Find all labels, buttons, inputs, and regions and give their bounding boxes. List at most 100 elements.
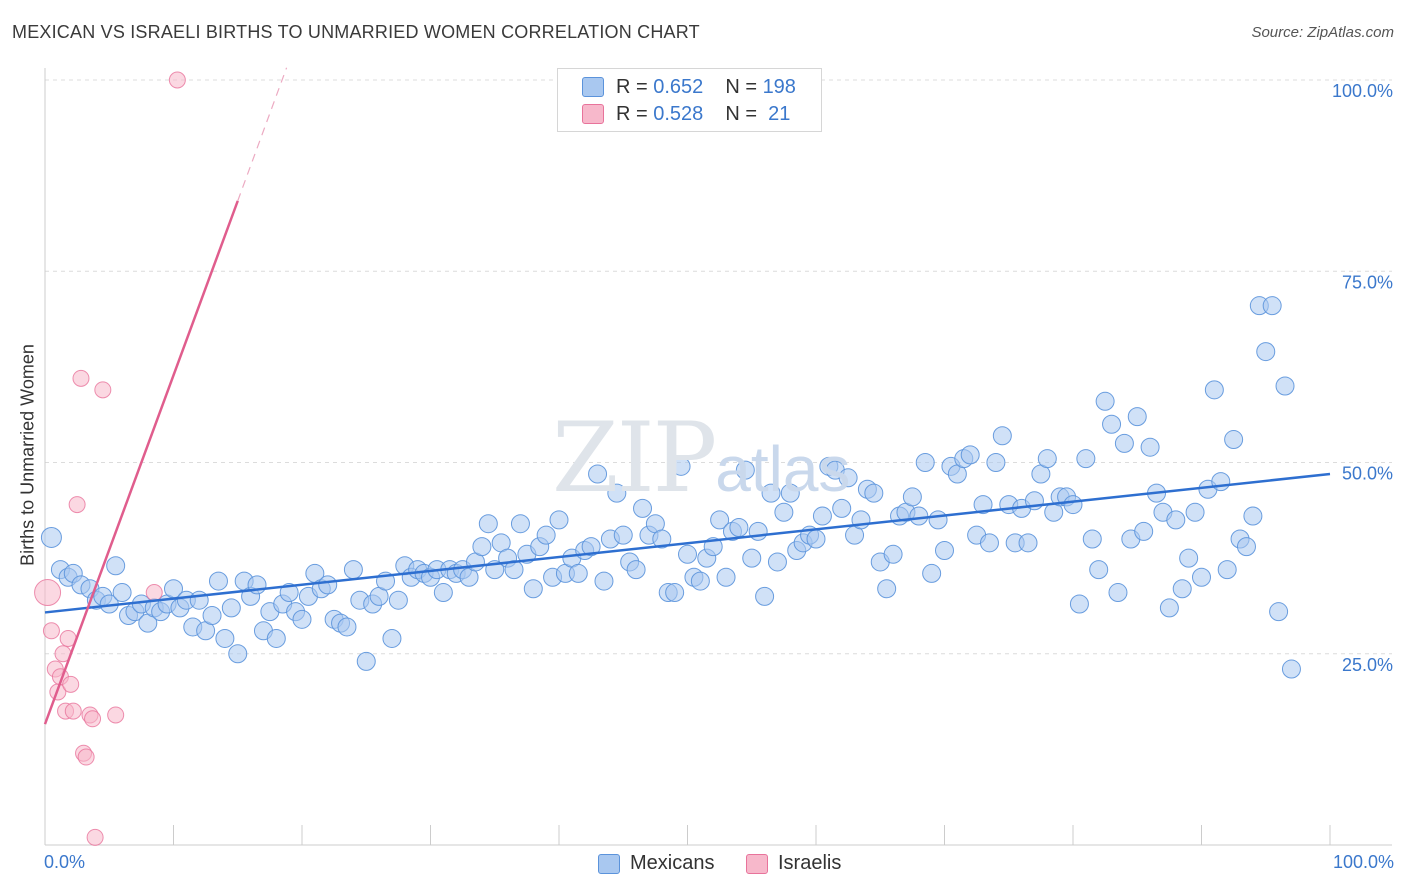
legend-row-mexicans: R = 0.652 N = 198 <box>582 75 796 99</box>
trend-lines <box>43 67 1331 725</box>
legend-item-israelis: Israelis <box>746 852 841 875</box>
y-tick-label: 75.0% <box>1342 272 1393 292</box>
mexicans-point <box>208 571 228 591</box>
israelis-point <box>107 706 125 724</box>
mexicans-point <box>729 518 749 538</box>
mexicans-point <box>1204 380 1224 400</box>
mexicans-point <box>973 495 993 515</box>
x-tick-left: 0.0% <box>44 852 86 872</box>
mexicans-point <box>1095 391 1115 411</box>
mexicans-point <box>1082 529 1102 549</box>
mexicans-point <box>292 609 312 629</box>
mexicans-point <box>1217 560 1237 580</box>
mexicans-point <box>986 453 1006 472</box>
legend-swatch-mexicans <box>582 77 604 97</box>
mexicans-point <box>928 510 948 530</box>
israelis-point <box>62 675 80 693</box>
mexicans-point <box>1102 414 1122 434</box>
mexicans-point <box>716 567 736 587</box>
mexicans-point <box>877 579 897 599</box>
israelis-point <box>84 710 102 728</box>
mexicans-point <box>1089 560 1109 580</box>
mexicans-point <box>594 571 614 591</box>
y-tick-label: 25.0% <box>1342 655 1393 675</box>
mexicans-point <box>838 468 858 488</box>
mexicans-point <box>1211 472 1231 492</box>
israelis-point <box>145 584 163 602</box>
mexicans-point <box>1224 430 1244 450</box>
x-tick-right: 100.0% <box>1332 852 1394 872</box>
mexicans-point <box>915 453 935 472</box>
mexicans-point <box>478 514 498 534</box>
mexicans-point <box>388 590 408 610</box>
israelis-point <box>42 622 60 640</box>
gridlines <box>45 79 1392 655</box>
y-tick-label: 100.0% <box>1332 81 1393 101</box>
mexicans-point <box>992 426 1012 446</box>
mexicans-point <box>832 498 852 518</box>
mexicans-point <box>588 464 608 484</box>
mexicans-point <box>510 514 530 534</box>
y-tick-label: 50.0% <box>1342 464 1393 484</box>
mexicans-point <box>909 506 929 526</box>
mexicans-point <box>780 483 800 503</box>
mexicans-point <box>106 556 126 576</box>
mexicans-trend-line <box>44 472 1331 614</box>
israelis-point <box>64 702 82 720</box>
mexicans-point <box>318 575 338 595</box>
watermark: ZIPatlas <box>552 402 850 514</box>
mexicans-point <box>568 563 588 583</box>
y-tick-labels: 100.0% 75.0% 50.0% 25.0% <box>1332 81 1393 675</box>
mexicans-point <box>761 483 781 503</box>
source-label: Source: ZipAtlas.com <box>1251 24 1394 41</box>
mexicans-point <box>1037 449 1057 469</box>
israelis-point <box>34 579 62 607</box>
mexicans-point <box>935 540 954 560</box>
mexicans-point <box>755 586 775 606</box>
mexicans-point <box>279 583 299 603</box>
mexicans-point <box>337 617 357 637</box>
mexicans-point <box>1159 598 1179 618</box>
mexicans-point <box>652 529 672 549</box>
legend-label-israelis: Israelis <box>778 852 842 874</box>
mexicans-point <box>228 644 248 664</box>
mexicans-point <box>581 537 601 557</box>
mexicans-point <box>710 510 730 530</box>
israelis-point <box>94 381 112 399</box>
mexicans-point <box>356 651 376 671</box>
legend-r-label: R = <box>616 75 648 98</box>
mexicans-point <box>202 606 222 625</box>
mexicans-point <box>1134 521 1154 541</box>
mexicans-point <box>215 628 235 648</box>
mexicans-point <box>1275 376 1295 396</box>
legend-row-israelis: R = 0.528 N = 21 <box>582 102 790 126</box>
mexicans-point <box>902 487 922 507</box>
israelis-point <box>77 748 95 766</box>
israelis-point <box>68 496 86 514</box>
mexicans-point <box>504 560 524 580</box>
mexicans-point <box>382 628 402 648</box>
mexicans-point <box>523 579 543 599</box>
mexicans-point <box>735 460 755 480</box>
mexicans-point <box>1256 342 1276 362</box>
mexicans-point <box>112 583 132 603</box>
mexicans-point <box>433 583 453 603</box>
mexicans-point <box>472 537 492 557</box>
legend-label-mexicans: Mexicans <box>630 852 715 874</box>
legend-r-value: 0.528 <box>653 102 704 125</box>
mexicans-point <box>536 525 556 545</box>
israelis-point <box>168 71 186 89</box>
mexicans-point <box>1243 506 1263 526</box>
watermark-atlas: atlas <box>715 433 851 505</box>
mexicans-point <box>1114 433 1134 453</box>
legend-n-value: 198 <box>762 75 796 98</box>
legend-r-label: R = <box>616 102 648 125</box>
legend-n-value: 21 <box>762 102 791 125</box>
israelis-point <box>72 369 90 387</box>
israelis-trend-extension <box>237 67 288 202</box>
mexicans-point <box>1262 296 1282 316</box>
mexicans-point <box>1108 583 1128 603</box>
legend-swatch-mexicans <box>598 853 620 874</box>
mexicans-point <box>549 510 569 530</box>
